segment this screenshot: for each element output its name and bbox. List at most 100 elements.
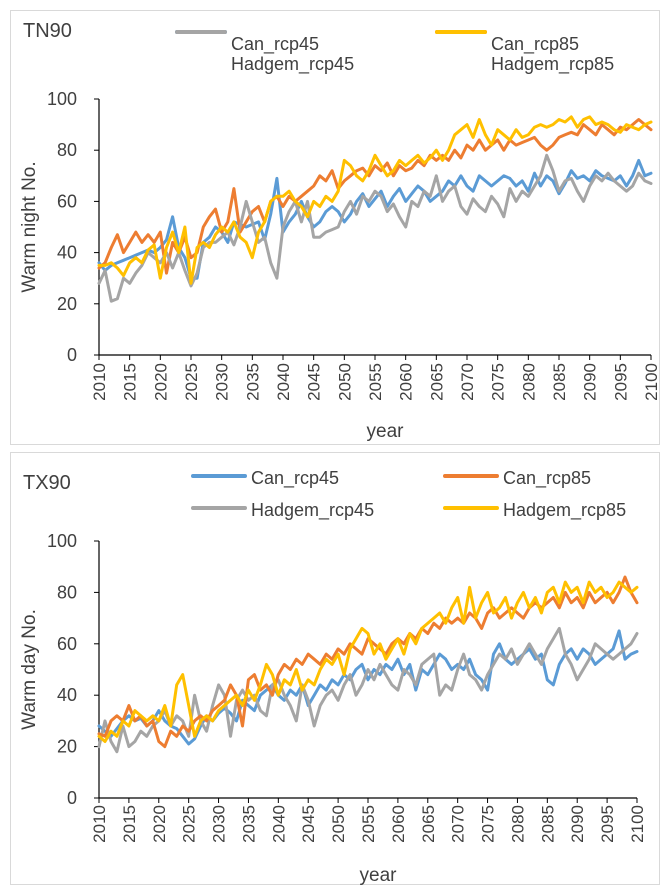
data-point bbox=[214, 241, 217, 244]
data-point bbox=[122, 259, 125, 262]
data-point bbox=[600, 596, 602, 599]
data-point bbox=[319, 221, 321, 223]
data-point bbox=[607, 177, 609, 180]
data-point bbox=[496, 180, 499, 182]
data-point bbox=[426, 632, 429, 635]
data-point bbox=[552, 586, 555, 589]
data-point bbox=[450, 622, 453, 625]
data-point bbox=[386, 162, 389, 164]
data-point bbox=[361, 167, 364, 169]
data-point bbox=[325, 180, 327, 182]
series-line-can-rcp45 bbox=[97, 629, 639, 746]
data-point bbox=[128, 745, 130, 748]
data-point bbox=[202, 246, 205, 249]
data-point bbox=[380, 164, 382, 167]
data-point bbox=[241, 704, 244, 707]
data-point bbox=[98, 262, 100, 264]
data-point bbox=[263, 236, 266, 239]
x-tick-label: 2035 bbox=[239, 805, 258, 843]
data-point bbox=[223, 704, 226, 707]
data-point bbox=[343, 684, 345, 686]
data-point bbox=[432, 622, 435, 625]
data-point bbox=[217, 709, 220, 712]
data-point bbox=[283, 699, 286, 702]
data-point bbox=[193, 694, 196, 696]
data-point bbox=[515, 144, 517, 146]
data-point bbox=[349, 673, 351, 676]
data-point bbox=[175, 684, 178, 686]
data-point bbox=[478, 139, 481, 141]
data-point bbox=[257, 231, 260, 233]
data-point bbox=[612, 601, 614, 604]
data-point bbox=[625, 128, 628, 131]
data-point bbox=[367, 632, 369, 635]
data-point bbox=[558, 118, 560, 121]
data-point bbox=[486, 673, 489, 676]
data-point bbox=[540, 612, 543, 614]
data-point bbox=[217, 704, 220, 707]
data-point bbox=[104, 735, 106, 738]
data-point bbox=[199, 720, 202, 722]
x-tick-label: 2010 bbox=[90, 805, 109, 843]
data-point bbox=[379, 673, 381, 676]
data-point bbox=[528, 648, 531, 650]
data-point bbox=[411, 159, 413, 162]
data-point bbox=[392, 169, 395, 172]
data-point bbox=[582, 175, 585, 177]
data-point bbox=[122, 720, 124, 722]
data-point bbox=[444, 684, 447, 686]
data-point bbox=[534, 596, 537, 599]
data-point bbox=[484, 180, 487, 182]
data-point bbox=[116, 750, 118, 753]
data-point bbox=[313, 658, 316, 661]
data-point bbox=[650, 128, 652, 131]
data-point bbox=[496, 139, 499, 141]
legend-item: Hadgem_rcp85 bbox=[435, 30, 614, 75]
data-point bbox=[379, 663, 381, 666]
data-point bbox=[385, 663, 387, 666]
data-point bbox=[484, 134, 487, 136]
data-point bbox=[478, 205, 481, 208]
x-tick-label: 2090 bbox=[581, 363, 600, 401]
data-point bbox=[515, 128, 517, 131]
data-point bbox=[163, 745, 166, 748]
data-point bbox=[227, 221, 229, 223]
data-point bbox=[527, 134, 530, 136]
data-point bbox=[175, 727, 178, 730]
data-point bbox=[527, 195, 530, 198]
data-point bbox=[361, 653, 363, 655]
x-tick-label: 2045 bbox=[305, 363, 324, 401]
x-tick-label: 2095 bbox=[611, 363, 630, 401]
data-point bbox=[460, 175, 462, 177]
data-point bbox=[607, 172, 609, 175]
data-point bbox=[319, 684, 321, 686]
data-point bbox=[540, 663, 543, 666]
data-point bbox=[181, 735, 184, 738]
data-point bbox=[355, 694, 357, 696]
data-point bbox=[415, 689, 417, 691]
data-point bbox=[503, 215, 505, 218]
data-point bbox=[576, 596, 579, 599]
data-point bbox=[245, 221, 247, 223]
data-point bbox=[211, 704, 214, 707]
data-point bbox=[624, 658, 626, 661]
data-point bbox=[447, 159, 450, 162]
chart-title: TX90 bbox=[23, 472, 71, 494]
data-point bbox=[214, 208, 217, 210]
x-tick-label: 2025 bbox=[180, 805, 199, 843]
data-point bbox=[637, 172, 640, 175]
data-point bbox=[527, 139, 530, 141]
data-point bbox=[229, 712, 232, 714]
data-point bbox=[415, 643, 417, 645]
data-point bbox=[480, 601, 483, 604]
data-point bbox=[510, 648, 513, 650]
data-point bbox=[486, 612, 489, 614]
data-point bbox=[175, 735, 178, 738]
data-point bbox=[301, 663, 304, 666]
data-point bbox=[153, 256, 155, 259]
data-point bbox=[241, 689, 244, 691]
data-point bbox=[300, 200, 303, 203]
data-point bbox=[110, 300, 113, 303]
x-tick-label: 2050 bbox=[329, 805, 348, 843]
data-point bbox=[157, 709, 160, 712]
